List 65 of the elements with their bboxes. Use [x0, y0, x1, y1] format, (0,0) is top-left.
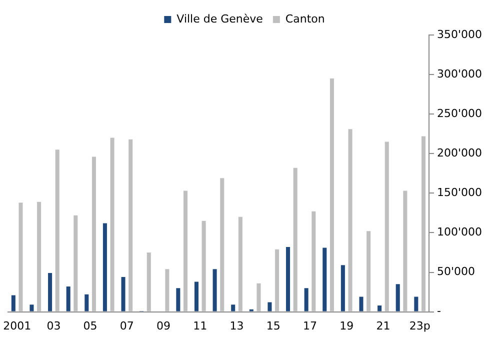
x-tick-label: 2001 — [3, 319, 32, 332]
x-tick-label: 11 — [193, 319, 208, 332]
x-tick-label: 05 — [83, 319, 98, 332]
bar — [359, 296, 364, 312]
bar — [202, 220, 206, 312]
y-tick-label: 200'000 — [436, 146, 482, 160]
y-tick-label: 50'000 — [436, 265, 476, 278]
y-tick-label: 100'000 — [436, 226, 482, 239]
bar — [238, 216, 242, 312]
bar — [121, 277, 126, 312]
bar — [176, 288, 180, 312]
bar — [378, 305, 382, 312]
y-tick-label: 250'000 — [436, 106, 482, 120]
x-tick-label: 03 — [46, 319, 61, 332]
bar — [322, 248, 327, 312]
y-tick-label: 350'000 — [436, 28, 482, 41]
x-tick-label: 17 — [302, 319, 317, 332]
bar — [293, 168, 298, 312]
bar — [146, 252, 151, 312]
bar — [340, 265, 345, 312]
bar — [421, 136, 426, 312]
bar — [348, 129, 352, 312]
bar — [55, 150, 60, 312]
bar — [74, 215, 78, 312]
bar — [396, 284, 400, 312]
bar — [304, 288, 308, 312]
bar — [102, 223, 107, 312]
x-tick-label: 21 — [376, 319, 390, 332]
bar — [403, 190, 408, 312]
bar — [18, 202, 23, 312]
x-tick-label: 13 — [230, 319, 244, 332]
bar — [330, 78, 334, 312]
legend-label: Canton — [285, 12, 325, 26]
bar — [231, 304, 236, 312]
y-tick-label: 300'000 — [436, 67, 482, 80]
x-tick-label: 07 — [120, 319, 134, 332]
bar — [48, 273, 52, 312]
bar — [220, 178, 224, 312]
bar — [84, 294, 89, 312]
bar — [128, 139, 133, 312]
bar — [194, 282, 199, 312]
y-tick-label: - — [436, 304, 441, 318]
bar — [256, 283, 261, 312]
bar — [37, 202, 42, 312]
bar — [275, 249, 280, 312]
bar — [414, 296, 418, 312]
bar — [183, 190, 188, 312]
bar — [268, 302, 272, 312]
legend-label: Ville de Genève — [176, 12, 264, 26]
bar — [366, 231, 371, 312]
bar — [286, 246, 290, 312]
y-tick-label: 150'000 — [436, 186, 482, 200]
bar — [384, 142, 389, 312]
x-tick-label: 09 — [156, 319, 171, 332]
x-tick-label: 19 — [340, 319, 354, 332]
x-tick-label: 23p — [409, 319, 430, 332]
x-tick-label: 15 — [266, 319, 280, 332]
bar — [30, 304, 34, 312]
bar — [11, 295, 16, 312]
bar — [92, 156, 96, 312]
bar — [312, 211, 316, 312]
bar — [66, 286, 70, 312]
bar — [212, 269, 217, 312]
bar — [110, 138, 114, 312]
bar — [165, 269, 170, 312]
